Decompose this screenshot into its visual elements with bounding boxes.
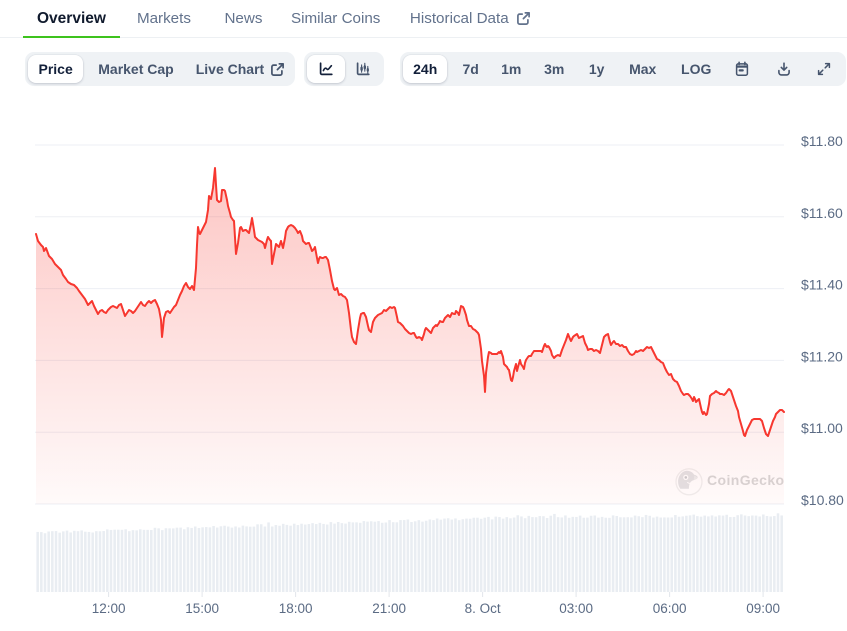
svg-text:$11.00: $11.00 <box>801 420 843 436</box>
svg-text:$10.80: $10.80 <box>801 492 844 508</box>
svg-text:12:00: 12:00 <box>92 601 126 616</box>
svg-text:06:00: 06:00 <box>653 601 687 616</box>
svg-text:15:00: 15:00 <box>185 601 219 616</box>
svg-text:$11.60: $11.60 <box>801 205 843 221</box>
svg-text:03:00: 03:00 <box>559 601 593 616</box>
svg-text:$11.80: $11.80 <box>801 133 843 149</box>
svg-text:18:00: 18:00 <box>279 601 313 616</box>
svg-text:$11.20: $11.20 <box>801 348 843 364</box>
svg-text:21:00: 21:00 <box>372 601 406 616</box>
svg-text:8. Oct: 8. Oct <box>465 601 501 616</box>
svg-text:09:00: 09:00 <box>746 601 780 616</box>
svg-text:$11.40: $11.40 <box>801 277 843 293</box>
